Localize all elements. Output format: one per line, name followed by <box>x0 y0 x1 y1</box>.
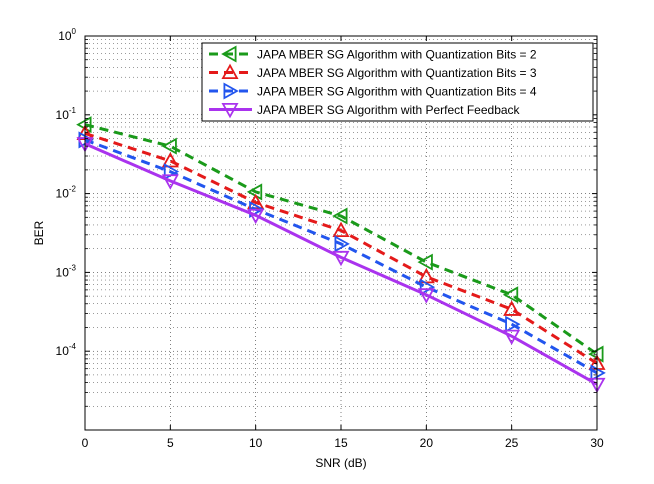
legend: JAPA MBER SG Algorithm with Quantization… <box>201 42 594 122</box>
legend-entry: JAPA MBER SG Algorithm with Quantization… <box>209 82 537 100</box>
data-point-marker <box>332 250 350 267</box>
data-point-marker <box>502 286 519 304</box>
data-point-marker <box>247 208 265 225</box>
data-point-marker <box>332 207 348 225</box>
data-point-marker <box>221 63 239 79</box>
legend-label: JAPA MBER SG Algorithm with Quantization… <box>257 66 537 80</box>
legend-entry: JAPA MBER SG Algorithm with Quantization… <box>209 45 537 63</box>
y-tick-label: 10-3 <box>56 263 77 279</box>
data-point-marker <box>223 82 239 100</box>
data-point-marker <box>221 103 239 119</box>
y-tick-label: 10-4 <box>56 342 77 358</box>
data-point-marker <box>161 174 179 190</box>
y-tick-label: 10-1 <box>56 106 77 122</box>
data-point-marker <box>417 288 435 304</box>
data-point-marker <box>334 235 350 253</box>
data-point-marker <box>161 137 177 155</box>
data-point-marker <box>505 315 521 333</box>
data-point-marker <box>161 152 179 168</box>
x-tick-label: 20 <box>420 436 434 450</box>
legend-box <box>201 42 594 122</box>
x-tick-label: 30 <box>590 436 604 450</box>
x-tick-label: 25 <box>505 436 519 450</box>
x-tick-label: 5 <box>167 436 174 450</box>
series-line <box>84 138 598 375</box>
x-tick-label: 0 <box>82 436 89 450</box>
x-tick-label: 10 <box>249 436 263 450</box>
legend-entry: JAPA MBER SG Algorithm with Perfect Feed… <box>209 103 521 119</box>
legend-entry: JAPA MBER SG Algorithm with Quantization… <box>209 63 537 80</box>
data-point-marker <box>590 364 606 382</box>
data-point-marker <box>503 300 521 316</box>
x-tick-label: 15 <box>334 436 348 450</box>
legend-label: JAPA MBER SG Algorithm with Perfect Feed… <box>257 103 521 117</box>
data-point-marker <box>221 45 237 63</box>
data-point-marker <box>503 329 521 346</box>
legend-label: JAPA MBER SG Algorithm with Quantization… <box>257 48 537 62</box>
data-point-marker <box>417 253 433 271</box>
series-line <box>84 131 598 365</box>
legend-label: JAPA MBER SG Algorithm with Quantization… <box>257 85 537 99</box>
axes: 0 5 10 15 20 25 30 100 10-1 10-2 10-3 10-4 <box>56 27 604 450</box>
x-axis-label: SNR (dB) <box>315 456 366 470</box>
series-line <box>84 142 598 386</box>
series-line <box>84 123 598 356</box>
y-tick-label: 100 <box>58 27 76 43</box>
data-point-marker <box>332 221 350 238</box>
data-point-marker <box>419 278 436 296</box>
y-tick-label: 10-2 <box>56 185 77 201</box>
y-axis-label: BER <box>32 220 46 245</box>
series-4 <box>76 137 606 394</box>
series-layer <box>76 116 606 394</box>
